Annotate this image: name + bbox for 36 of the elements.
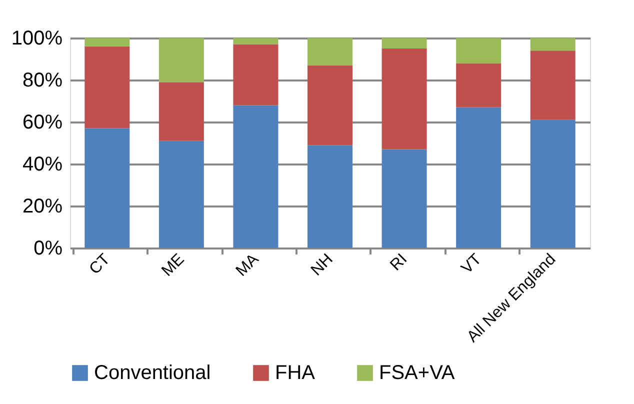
bar <box>382 149 427 248</box>
bar <box>456 63 502 108</box>
bar <box>308 145 352 248</box>
bar <box>308 38 352 66</box>
y-tick-label: 60% <box>22 112 63 134</box>
bar <box>84 38 130 46</box>
bar <box>530 50 576 120</box>
bar <box>158 38 204 82</box>
x-tick-label: RI <box>387 250 411 274</box>
bar <box>158 140 204 248</box>
x-tick-label: VT <box>458 250 486 278</box>
bar <box>382 48 427 150</box>
bar <box>233 105 278 248</box>
bar <box>456 107 502 248</box>
x-tick-label: NH <box>308 250 336 280</box>
bar <box>84 128 130 248</box>
bar <box>382 38 427 48</box>
legend-label: Conventional <box>94 362 211 384</box>
bar <box>158 82 204 141</box>
legend-label: FHA <box>275 362 316 384</box>
x-tick-label: CT <box>86 250 114 278</box>
x-tick-label: MA <box>233 250 262 280</box>
y-tick-label: 20% <box>22 196 63 218</box>
y-tick-label: 80% <box>22 70 63 92</box>
y-tick-label: 100% <box>11 28 63 50</box>
legend-label: FSA+VA <box>379 362 456 384</box>
y-tick-label: 40% <box>22 154 63 176</box>
bar <box>308 65 352 146</box>
bar <box>530 38 576 51</box>
bar <box>84 46 130 128</box>
bar <box>456 38 502 64</box>
x-tick-label: ME <box>158 250 188 280</box>
bar <box>530 120 576 248</box>
y-tick-label: 0% <box>34 238 63 260</box>
bar <box>233 44 278 106</box>
bar <box>233 38 278 44</box>
